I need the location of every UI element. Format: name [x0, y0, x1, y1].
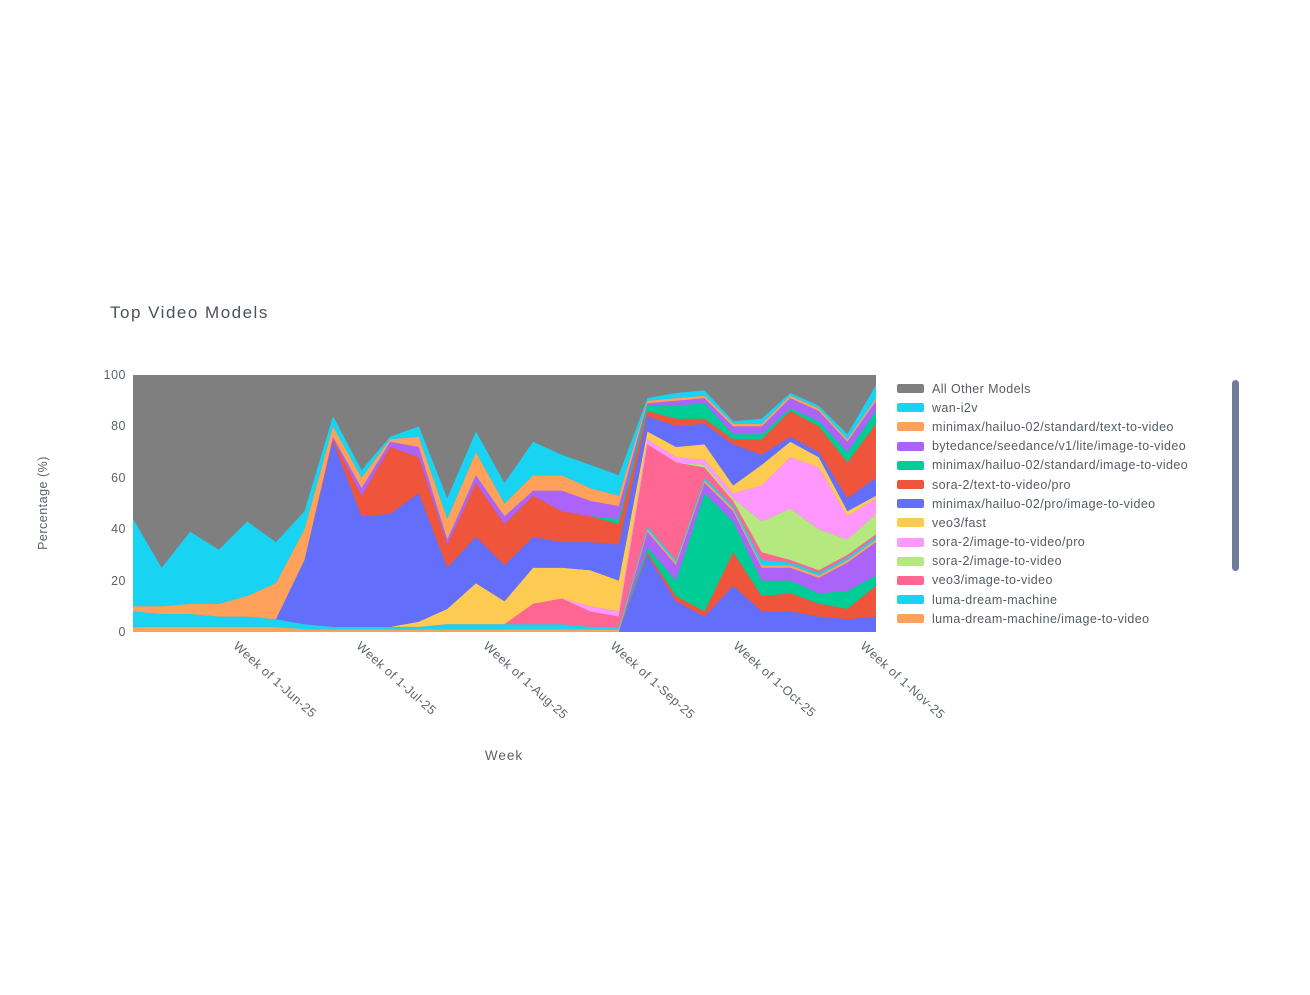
legend-label: veo3/image-to-video [932, 573, 1053, 588]
legend-label: minimax/hailuo-02/standard/image-to-vide… [932, 458, 1189, 473]
legend-label: veo3/fast [932, 515, 987, 530]
area-minimax-hailuo-02-standard-text-to-video[interactable] [133, 395, 876, 620]
legend-item-bytedance-seedance-v1-lite-image-to-video[interactable]: bytedance/seedance/v1/lite/image-to-vide… [897, 437, 1227, 456]
legend-swatch [897, 537, 924, 547]
y-axis-title-text: Percentage (%) [36, 456, 50, 550]
legend-swatch [897, 403, 924, 413]
legend-swatch [897, 518, 924, 528]
legend-item-veo3-fast[interactable]: veo3/fast [897, 513, 1227, 532]
legend-swatch [897, 422, 924, 432]
legend-item-sora-2-image-to-video-pro[interactable]: sora-2/image-to-video/pro [897, 533, 1227, 552]
area-unlabeled-green[interactable] [133, 493, 876, 632]
legend-label: All Other Models [932, 381, 1031, 396]
legend-item-minimax-hailuo-02-standard-image-to-video[interactable]: minimax/hailuo-02/standard/image-to-vide… [897, 456, 1227, 475]
area-unlabeled-blue[interactable] [133, 554, 876, 632]
legend-item-luma-dream-machine-image-to-video[interactable]: luma-dream-machine/image-to-video [897, 609, 1227, 628]
x-tick-label: Week of 1-Sep-25 [607, 639, 698, 723]
legend-label: sora-2/text-to-video/pro [932, 477, 1071, 492]
y-tick-label: 0 [118, 625, 126, 639]
legend-label: minimax/hailuo-02/pro/image-to-video [932, 496, 1156, 511]
x-axis-title: Week [484, 748, 524, 763]
legend-scrollbar[interactable] [1232, 380, 1239, 571]
area-veo3-fast[interactable] [133, 431, 876, 627]
legend-item-minimax-hailuo-02-pro-image-to-video[interactable]: minimax/hailuo-02/pro/image-to-video [897, 494, 1227, 513]
y-tick-label: 60 [111, 470, 126, 485]
x-tick-label: Week of 1-Aug-25 [480, 639, 571, 723]
legend-label: minimax/hailuo-02/standard/text-to-video [932, 419, 1174, 434]
legend-label: wan-i2v [932, 400, 978, 415]
legend-label: luma-dream-machine [932, 592, 1058, 607]
legend-item-sora-2-image-to-video[interactable]: sora-2/image-to-video [897, 552, 1227, 571]
chart-title: Top Video Models [110, 303, 269, 322]
x-tick-label: Week of 1-Nov-25 [857, 639, 948, 723]
legend-swatch [897, 556, 924, 566]
y-tick-label: 100 [103, 368, 126, 382]
legend-item-sora-2-text-to-video-pro[interactable]: sora-2/text-to-video/pro [897, 475, 1227, 494]
area-wan-i2v[interactable] [133, 385, 876, 607]
plot-area[interactable] [133, 375, 876, 632]
y-tick-label: 40 [111, 522, 126, 537]
area-veo3-image-to-video[interactable] [133, 444, 876, 627]
plot-areas-svg [133, 385, 876, 632]
legend-swatch [897, 441, 924, 451]
legend-swatch [897, 499, 924, 509]
legend-swatch [897, 480, 924, 490]
area-minimax-hailuo-02-pro-image-to-video[interactable] [133, 416, 876, 627]
clipped-legend-item[interactable] [897, 628, 1227, 633]
x-tick-label: Week of 1-Jul-25 [353, 639, 439, 718]
legend-swatch [897, 384, 924, 394]
legend-item-all-other-models[interactable]: All Other Models [897, 379, 1227, 398]
legend-item-wan-i2v[interactable]: wan-i2v [897, 398, 1227, 417]
legend: All Other Models wan-i2v minimax/hailuo-02… [897, 379, 1227, 633]
legend-label: sora-2/image-to-video [932, 554, 1062, 569]
legend-item-veo3-image-to-video[interactable]: veo3/image-to-video [897, 571, 1227, 590]
x-tick-label: Week of 1-Oct-25 [730, 639, 819, 721]
x-tick-label: Week of 1-Jun-25 [230, 639, 320, 721]
y-tick-label: 80 [111, 419, 126, 434]
legend-label: sora-2/image-to-video/pro [932, 535, 1086, 550]
legend-item-minimax-hailuo-02-standard-text-to-video[interactable]: minimax/hailuo-02/standard/text-to-video [897, 417, 1227, 436]
legend-label: luma-dream-machine/image-to-video [932, 611, 1150, 626]
legend-item-luma-dream-machine[interactable]: luma-dream-machine [897, 590, 1227, 609]
legend-label: bytedance/seedance/v1/lite/image-to-vide… [932, 439, 1187, 454]
area-sora-2-text-to-video-pro[interactable] [133, 411, 876, 620]
legend-swatch [897, 575, 924, 585]
y-tick-label: 20 [111, 573, 126, 588]
legend-swatch [897, 595, 924, 605]
legend-swatch [897, 614, 924, 624]
legend-swatch [897, 460, 924, 470]
